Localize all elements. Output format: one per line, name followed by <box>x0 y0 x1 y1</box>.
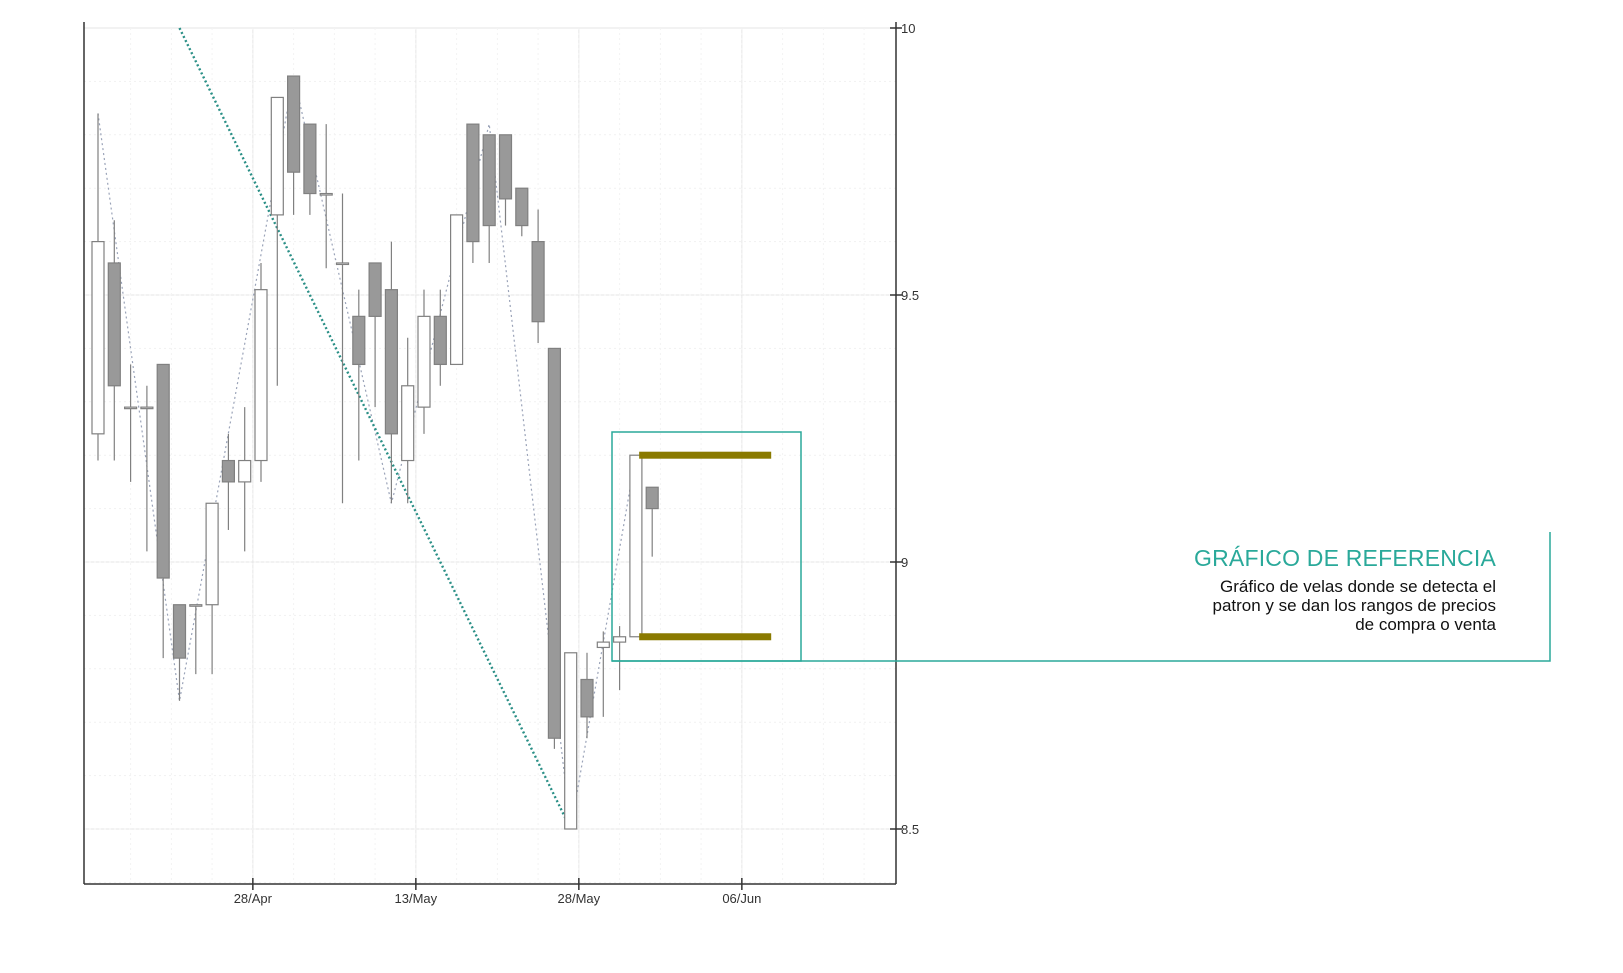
callout-line: Gráfico de velas donde se detecta el <box>1220 577 1496 596</box>
candle-body-bull <box>270 96 284 216</box>
candle-body-bear <box>156 363 170 579</box>
y-tick-label: 10 <box>901 21 915 36</box>
candle-body-bull <box>450 214 464 366</box>
candle <box>596 631 610 717</box>
candle <box>384 241 398 504</box>
candle <box>450 214 464 366</box>
candle-body-bear <box>466 123 480 243</box>
axes <box>83 22 902 890</box>
candle <box>270 96 284 386</box>
candle <box>482 134 496 263</box>
callout-title: GRÁFICO DE REFERENCIA <box>1194 545 1496 571</box>
candle-body-bear <box>498 134 513 200</box>
y-tick-label: 8.5 <box>901 822 919 837</box>
candle <box>303 123 317 215</box>
candle-body-bear <box>482 134 496 227</box>
candle-body-bull <box>629 454 643 638</box>
callout-line: patron y se dan los rangos de precios <box>1212 596 1496 615</box>
candle <box>580 652 594 739</box>
candle <box>107 220 121 461</box>
candle-body-bull <box>189 604 203 607</box>
candle-body-bull <box>140 406 154 410</box>
x-tick-label: 28/Apr <box>234 891 273 906</box>
candle-body-bear <box>352 315 366 366</box>
candle <box>140 385 154 552</box>
candle <box>433 289 447 386</box>
candle <box>515 187 529 237</box>
candle-body-bear <box>384 289 398 435</box>
candle-body-bull <box>596 641 610 649</box>
candle <box>238 407 252 552</box>
tick-labels: 10 9.5 9 8.5 28/Apr 13/May 28/May 06/Jun <box>234 21 919 906</box>
candle-body-bull <box>238 459 252 483</box>
candle-body-bear <box>515 187 529 227</box>
candle <box>417 289 431 434</box>
candle <box>401 337 415 504</box>
candle-body-bull <box>612 636 627 643</box>
candle-body-bull <box>401 385 415 462</box>
candle-body-bull <box>319 192 333 196</box>
candle-body-bear <box>547 347 562 739</box>
candle <box>612 626 627 691</box>
candle <box>547 347 562 749</box>
candle <box>319 124 333 269</box>
candle-body-bull <box>254 289 268 462</box>
candle <box>531 209 545 344</box>
candle <box>254 262 268 482</box>
candle <box>564 652 578 830</box>
candle <box>629 454 643 638</box>
candle-body-bull <box>205 502 219 606</box>
price-range-bars <box>639 451 772 641</box>
grid <box>84 27 896 884</box>
candle-body-bear <box>580 678 594 718</box>
candle-body-bear <box>433 315 447 366</box>
candle-body-bear <box>172 604 187 659</box>
candle-body-bull <box>91 241 105 435</box>
candle <box>368 262 382 408</box>
candle <box>189 604 203 675</box>
candle-body-bear <box>287 75 301 173</box>
candle <box>123 364 138 482</box>
candle <box>156 363 170 659</box>
x-tick-label: 13/May <box>395 891 438 906</box>
candle-body-bull <box>564 652 578 830</box>
price-range-bar <box>639 633 772 641</box>
candle <box>466 123 480 263</box>
y-tick-label: 9.5 <box>901 288 919 303</box>
x-tick-label: 28/May <box>558 891 601 906</box>
callout-description: Gráfico de velas donde se detecta el pat… <box>1076 577 1496 634</box>
candle <box>645 486 659 557</box>
candle <box>352 289 366 461</box>
candle <box>498 134 513 226</box>
trendline-path <box>178 27 572 830</box>
candle-body-bull <box>335 262 350 266</box>
candle-body-bear <box>645 486 659 510</box>
candle <box>172 604 187 701</box>
candle <box>287 75 301 215</box>
candle-body-bull <box>417 315 431 408</box>
candle-body-bear <box>303 123 317 195</box>
price-range-bar <box>639 451 772 459</box>
candle-body-bear <box>107 262 121 387</box>
candle-body-bear <box>221 459 235 483</box>
candle-body-bear <box>368 262 382 317</box>
candle <box>221 433 235 530</box>
candle <box>205 502 219 675</box>
callout-leader-line <box>612 532 1551 662</box>
trendline <box>178 27 572 830</box>
candle <box>335 193 350 504</box>
y-tick-label: 9 <box>901 555 908 570</box>
candle <box>91 113 105 461</box>
x-tick-label: 06/Jun <box>722 891 761 906</box>
candles <box>91 75 659 830</box>
candle-body-bear <box>531 241 545 323</box>
candle-body-bull <box>123 406 138 410</box>
callout-connector <box>611 431 1551 662</box>
callout-line: de compra o venta <box>1355 615 1496 634</box>
